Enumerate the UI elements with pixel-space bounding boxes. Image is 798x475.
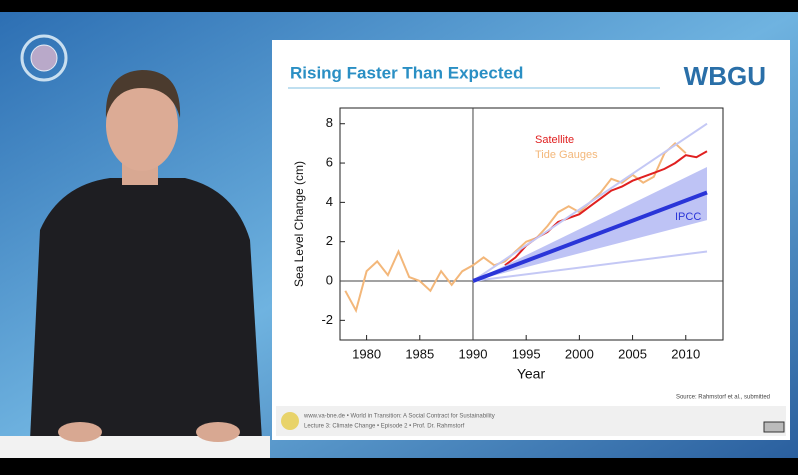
slide-title: Rising Faster Than Expected [290, 63, 523, 82]
hand [196, 422, 240, 442]
footer-bar [276, 406, 786, 436]
presenter-shirt [30, 178, 262, 440]
hand [58, 422, 102, 442]
series-label: Tide Gauges [535, 149, 598, 161]
source: Source: Rahmstorf et al., submitted [676, 395, 770, 401]
license-badge [764, 422, 784, 432]
footer-line: www.va-bne.de • World in Transition: A S… [303, 414, 495, 420]
emblem-center [31, 45, 57, 71]
x-tick-label: 2000 [565, 346, 594, 361]
y-tick-label: -2 [321, 312, 333, 327]
x-axis-label: Year [517, 366, 546, 382]
letterbox [0, 0, 798, 12]
y-tick-label: 8 [326, 115, 333, 130]
y-tick-label: 2 [326, 233, 333, 248]
footer-logo [281, 412, 299, 430]
y-tick-label: 4 [326, 194, 333, 209]
x-tick-label: 1995 [512, 346, 541, 361]
x-tick-label: 2010 [671, 346, 700, 361]
x-tick-label: 1980 [352, 346, 381, 361]
logo: WBGU [684, 61, 766, 91]
y-tick-label: 6 [326, 154, 333, 169]
series-label: Satellite [535, 134, 574, 146]
y-tick-label: 0 [326, 272, 333, 287]
y-axis-label: Sea Level Change (cm) [292, 161, 306, 287]
x-tick-label: 1990 [459, 346, 488, 361]
series-label: IPCC [675, 211, 701, 223]
x-tick-label: 1985 [405, 346, 434, 361]
footer-line: Lecture 3: Climate Change • Episode 2 • … [304, 424, 465, 430]
letterbox [0, 458, 798, 470]
x-tick-label: 2005 [618, 346, 647, 361]
video-frame: Rising Faster Than Expected WBGU Source:… [0, 0, 798, 470]
